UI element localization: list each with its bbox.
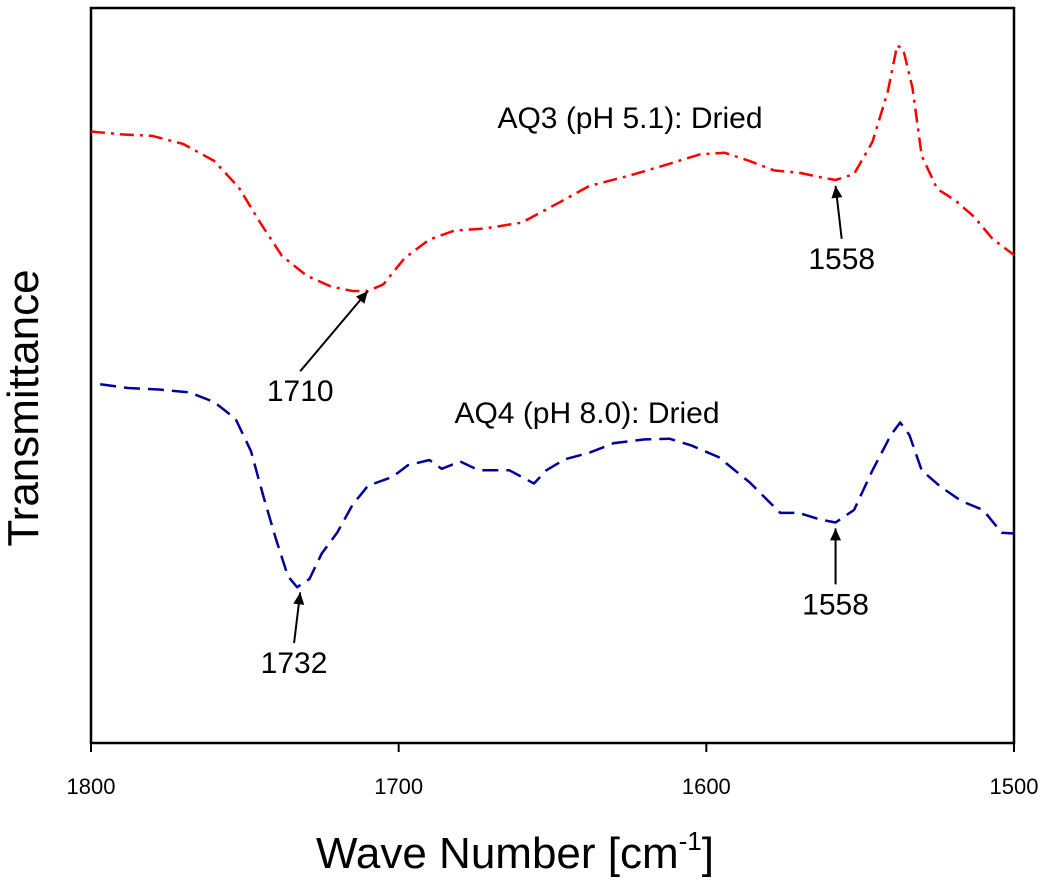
x-tick-label: 1600: [682, 774, 731, 799]
x-axis-ticks: 1800 1700 1600 1500: [67, 743, 1039, 799]
annotation-layer: 1710 1558 1732 1558: [261, 185, 875, 680]
y-axis-title: Transmittance: [0, 269, 48, 546]
x-tick-label: 1700: [374, 774, 423, 799]
x-axis-title-suffix: ]: [702, 829, 714, 878]
series-label-aq4: AQ4 (pH 8.0): Dried: [454, 397, 719, 430]
series-layer: [90, 44, 1015, 589]
plot-frame: [89, 6, 1016, 745]
annotation-arrowhead: [355, 290, 368, 304]
annotation-label: 1558: [808, 243, 875, 276]
series-line-aq3: [90, 44, 1015, 293]
annotation-label: 1558: [802, 588, 869, 621]
annotation-arrowhead: [293, 592, 305, 605]
x-tick-label: 1800: [67, 774, 116, 799]
x-axis-title-superscript: -1: [679, 826, 702, 856]
series-label-aq3: AQ3 (pH 5.1): Dried: [497, 102, 762, 135]
annotation-label: 1732: [261, 647, 328, 680]
annotation-arrowhead: [831, 185, 843, 199]
x-tick-label: 1500: [990, 774, 1039, 799]
x-axis-title: Wave Number [cm-1]: [316, 826, 714, 878]
annotation-label: 1710: [267, 375, 334, 408]
annotation-arrow: [299, 290, 369, 372]
annotation-arrowhead: [830, 528, 842, 541]
x-axis-title-main: Wave Number [cm: [316, 829, 679, 878]
